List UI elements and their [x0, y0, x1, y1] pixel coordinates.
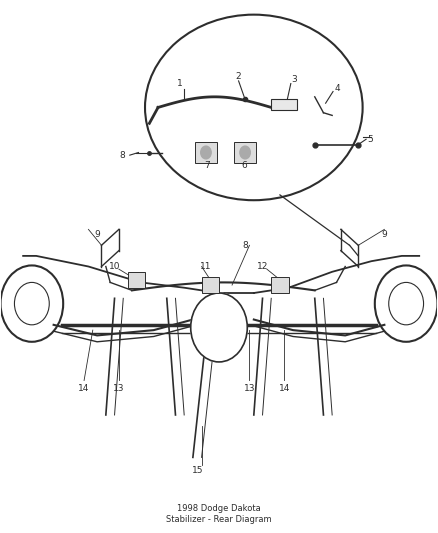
- Circle shape: [375, 265, 438, 342]
- Text: 8: 8: [120, 151, 125, 160]
- Text: 8: 8: [242, 241, 248, 250]
- Circle shape: [240, 146, 251, 159]
- Text: 7: 7: [204, 161, 210, 170]
- Text: 14: 14: [78, 384, 90, 393]
- Text: 2: 2: [236, 72, 241, 81]
- Text: 11: 11: [200, 262, 212, 271]
- Text: 12: 12: [257, 262, 268, 271]
- Text: 6: 6: [241, 161, 247, 170]
- FancyBboxPatch shape: [234, 142, 256, 163]
- Circle shape: [201, 146, 211, 159]
- FancyBboxPatch shape: [271, 277, 289, 293]
- Text: 1: 1: [177, 79, 183, 88]
- Text: 15: 15: [191, 466, 203, 475]
- Text: 13: 13: [244, 384, 255, 393]
- Circle shape: [191, 293, 247, 362]
- Text: 10: 10: [109, 262, 120, 271]
- Text: 14: 14: [279, 384, 290, 393]
- Text: 3: 3: [291, 75, 297, 84]
- FancyBboxPatch shape: [271, 100, 297, 110]
- Text: 9: 9: [381, 230, 387, 239]
- Text: 5: 5: [367, 135, 373, 144]
- Text: 1998 Dodge Dakota
Stabilizer - Rear Diagram: 1998 Dodge Dakota Stabilizer - Rear Diag…: [166, 504, 272, 523]
- Text: 4: 4: [335, 84, 340, 93]
- Text: 9: 9: [94, 230, 100, 239]
- Circle shape: [0, 265, 63, 342]
- FancyBboxPatch shape: [195, 142, 217, 163]
- FancyBboxPatch shape: [201, 277, 219, 293]
- FancyBboxPatch shape: [127, 272, 145, 288]
- Text: 13: 13: [113, 384, 125, 393]
